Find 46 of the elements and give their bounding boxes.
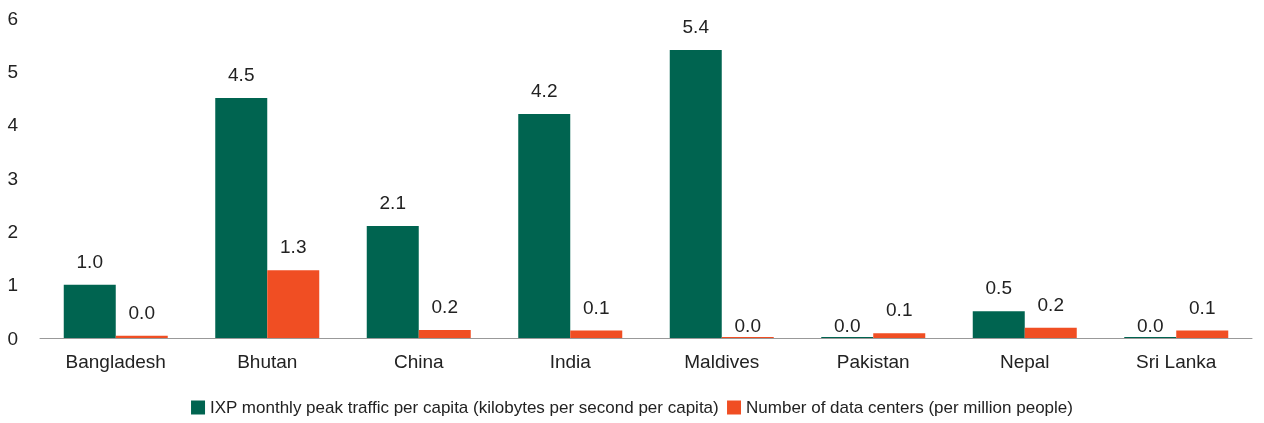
data-label: 2.1 [379,192,406,213]
bar [366,226,419,338]
x-tick-label: Nepal [999,351,1050,372]
x-tick-label: Pakistan [836,351,910,372]
bar [972,311,1025,338]
x-tick-label: Bhutan [237,351,298,372]
y-tick-label: 4 [7,114,19,136]
bar [215,98,268,338]
data-label: 0.1 [583,296,610,318]
bar [570,330,623,338]
bar [669,50,722,338]
y-tick-label: 0 [7,327,18,349]
data-label: 0.0 [734,315,761,336]
data-label: 0.0 [128,301,155,323]
y-tick-label: 1 [7,274,18,296]
data-label: 1.3 [280,236,307,258]
bar [873,333,926,338]
data-label: 0.0 [1137,315,1164,336]
y-tick-label: 6 [7,7,18,29]
data-label: 5.4 [682,16,710,37]
bar [1176,330,1229,338]
x-tick-label: India [549,351,592,372]
bar [63,284,116,338]
x-tick-label: China [393,351,444,372]
data-label: 4.2 [531,80,558,101]
y-tick-label: 5 [7,60,18,82]
x-tick-label: Bangladesh [65,351,166,372]
data-label: 0.5 [985,277,1012,299]
y-tick-label: 3 [7,167,18,189]
x-tick-label: Maldives [684,351,760,372]
bar [115,335,168,338]
data-label: 4.5 [228,64,255,85]
data-label: 0.2 [431,296,458,317]
x-tick-label: Sri Lanka [1136,351,1217,372]
data-label: 1.0 [76,250,103,272]
legend-label: IXP monthly peak traffic per capita (kilobytes per second per capita) [210,398,719,417]
data-label: 0.0 [834,315,861,336]
bar [1024,327,1077,338]
bar [518,114,571,338]
data-label: 0.1 [1189,296,1216,318]
y-tick-label: 2 [7,220,18,242]
bar [267,270,320,338]
bar [418,330,471,338]
legend-label: Number of data centers (per million people) [746,398,1073,417]
data-label: 0.1 [886,299,913,321]
data-label: 0.2 [1037,293,1064,315]
